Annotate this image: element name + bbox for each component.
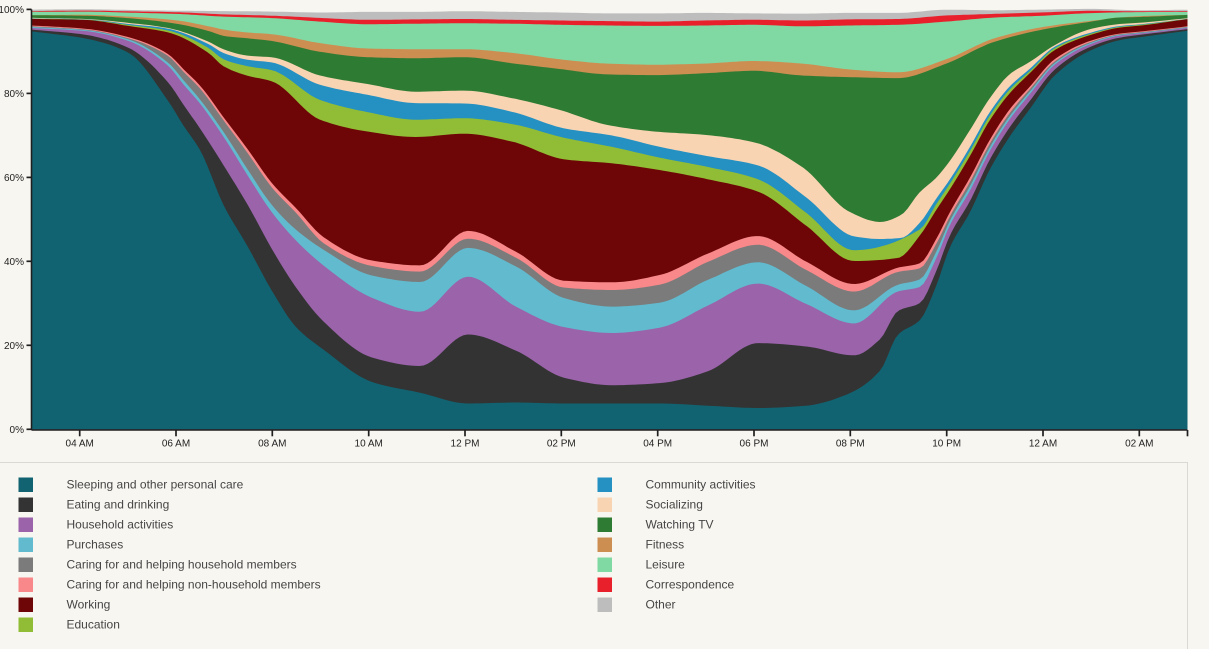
svg-text:04 AM: 04 AM	[66, 438, 94, 449]
svg-text:02 PM: 02 PM	[547, 438, 576, 449]
svg-text:Leisure: Leisure	[646, 558, 686, 572]
svg-text:Fitness: Fitness	[646, 538, 685, 552]
svg-text:12 AM: 12 AM	[1029, 438, 1057, 449]
svg-text:40%: 40%	[4, 257, 24, 268]
svg-text:0%: 0%	[10, 425, 25, 436]
svg-text:04 PM: 04 PM	[643, 438, 672, 449]
svg-text:06 AM: 06 AM	[162, 438, 190, 449]
svg-text:Watching TV: Watching TV	[646, 518, 714, 532]
svg-text:10 PM: 10 PM	[932, 438, 961, 449]
svg-text:Purchases: Purchases	[67, 538, 124, 552]
svg-text:100%: 100%	[0, 5, 24, 16]
svg-text:02 AM: 02 AM	[1125, 438, 1153, 449]
svg-text:08 AM: 08 AM	[258, 438, 286, 449]
svg-text:60%: 60%	[4, 173, 24, 184]
svg-text:08 PM: 08 PM	[836, 438, 865, 449]
svg-text:Sleeping and other personal ca: Sleeping and other personal care	[67, 478, 244, 492]
svg-text:10 AM: 10 AM	[355, 438, 383, 449]
svg-text:Community activities: Community activities	[646, 478, 756, 492]
svg-text:80%: 80%	[4, 89, 24, 100]
svg-text:Caring for and helping househo: Caring for and helping household members	[67, 558, 297, 572]
svg-text:12 PM: 12 PM	[451, 438, 480, 449]
svg-text:Household activities: Household activities	[67, 518, 174, 532]
svg-text:Caring for and helping non-hou: Caring for and helping non-household mem…	[67, 578, 321, 592]
svg-text:Eating and drinking: Eating and drinking	[67, 498, 170, 512]
svg-text:Correspondence: Correspondence	[646, 578, 735, 592]
svg-text:Socializing: Socializing	[646, 498, 703, 512]
svg-text:Working: Working	[67, 598, 111, 612]
svg-text:20%: 20%	[4, 341, 24, 352]
svg-text:Other: Other	[646, 598, 676, 612]
svg-text:Education: Education	[67, 618, 120, 632]
svg-text:06 PM: 06 PM	[740, 438, 769, 449]
